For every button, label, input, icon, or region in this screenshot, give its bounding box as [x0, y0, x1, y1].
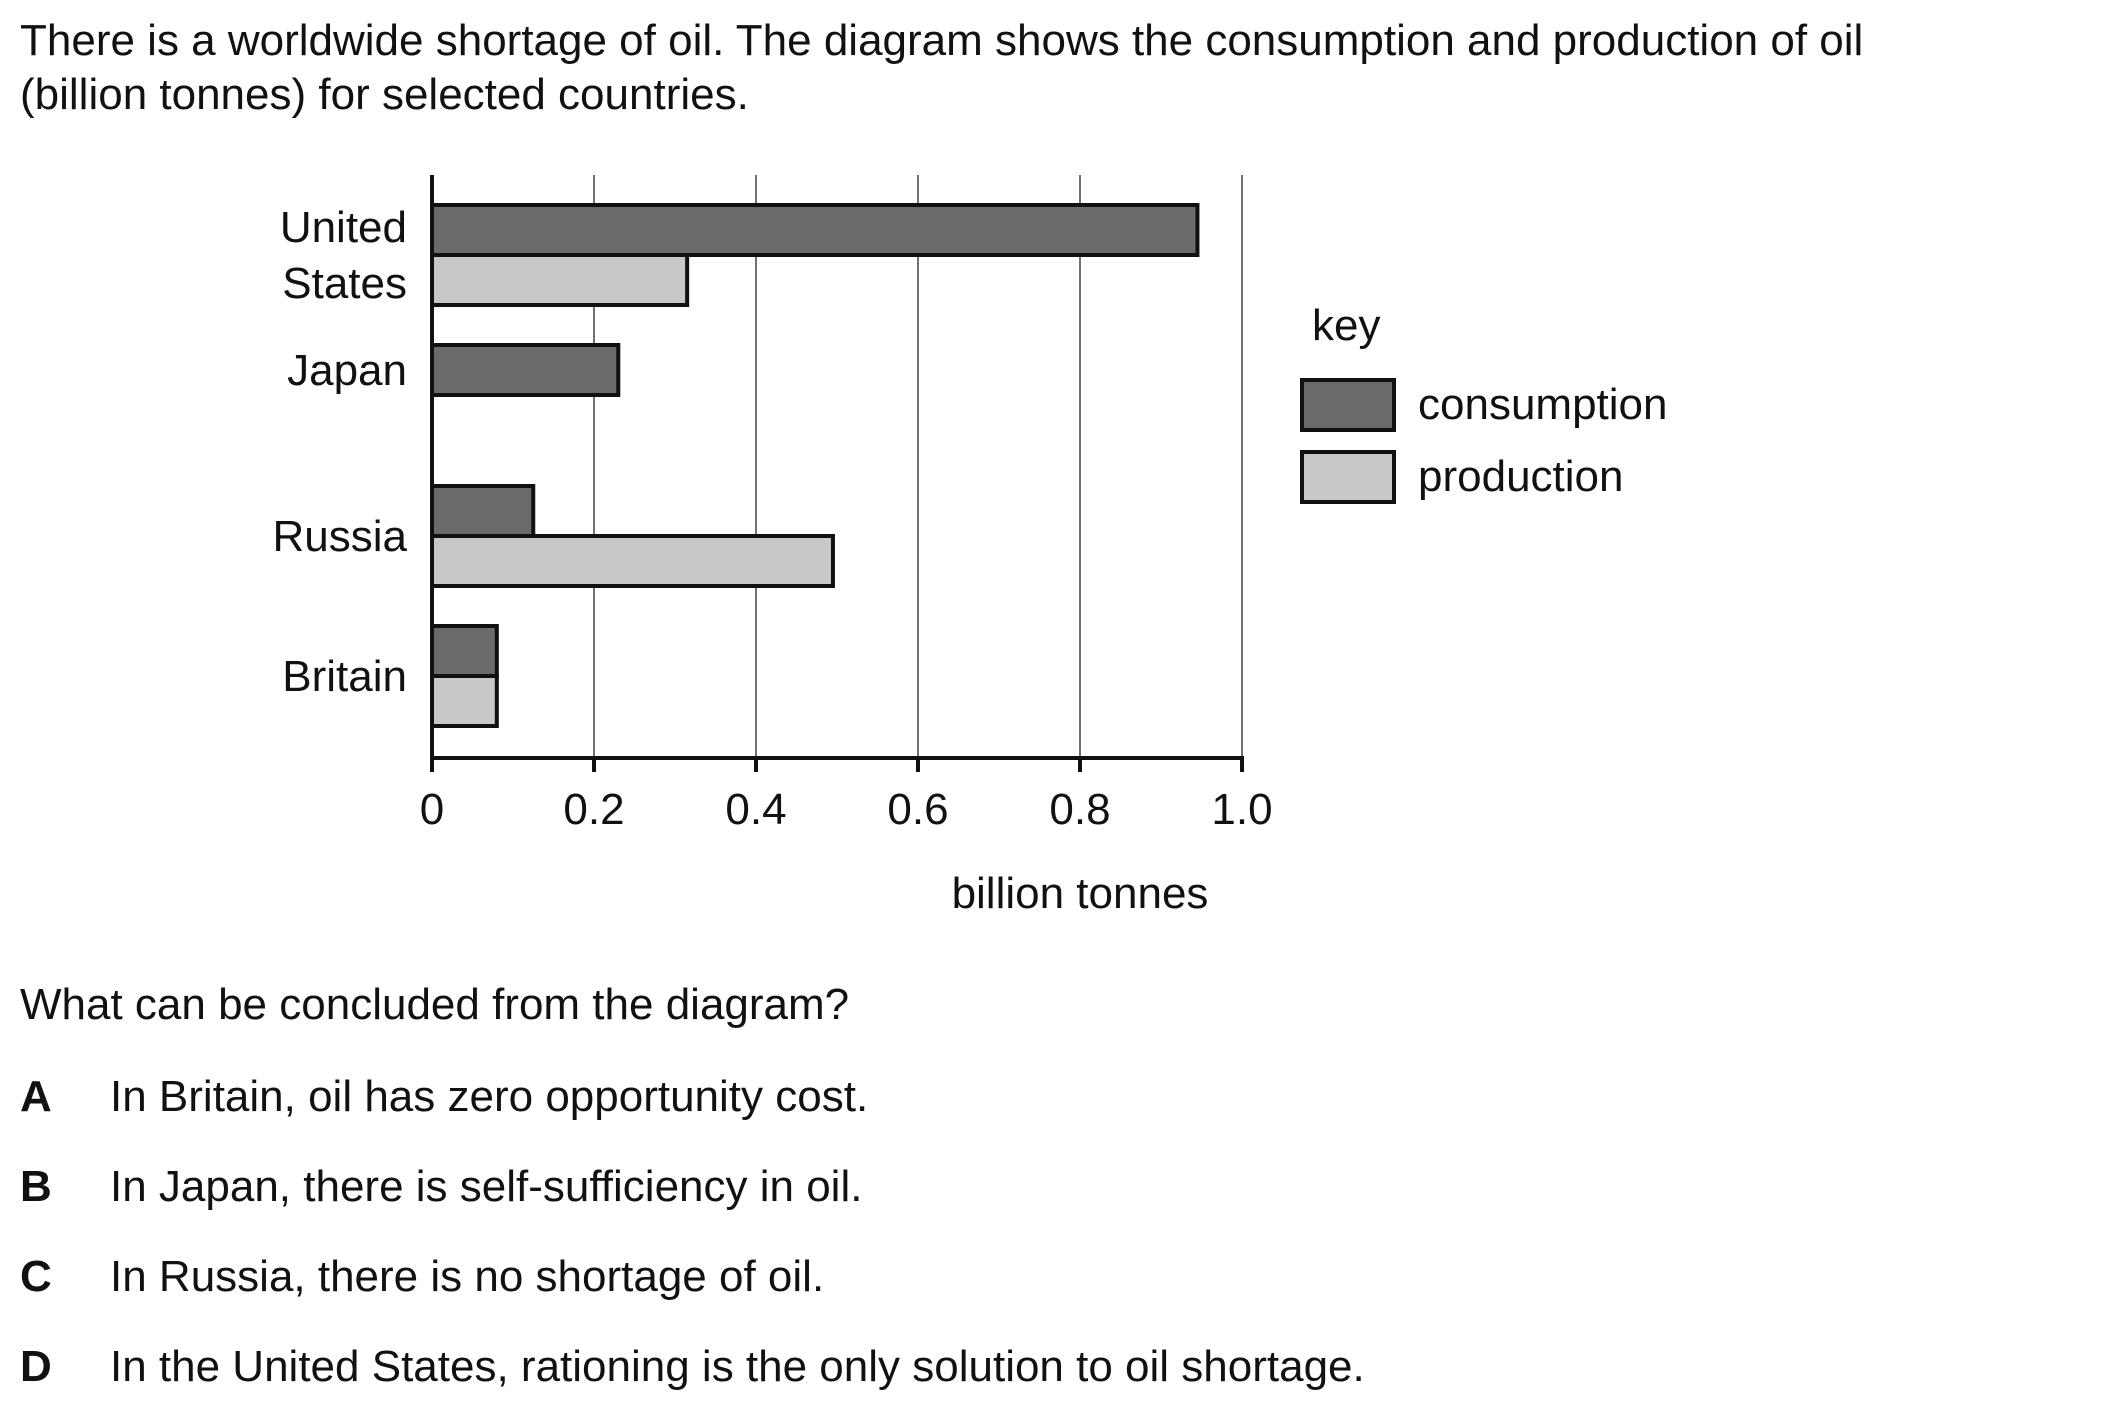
category-label: Britain: [282, 652, 407, 701]
intro-text: There is a worldwide shortage of oil. Th…: [20, 14, 2060, 122]
category-label: States: [282, 259, 407, 308]
intro-line-1: There is a worldwide shortage of oil. Th…: [20, 16, 1864, 65]
bar-production: [430, 534, 835, 588]
category-label: Russia: [273, 512, 408, 561]
option-text: In Russia, there is no shortage of oil.: [110, 1252, 825, 1301]
option-letter: C: [20, 1252, 52, 1301]
oil-bar-chart: United States Japan Russia Britain 0 0.2 0.4 0.6…: [273, 175, 1667, 918]
category-label: Japan: [287, 346, 407, 395]
option-text: In Japan, there is self-sufficiency in o…: [110, 1162, 863, 1211]
bar-consumption: [430, 484, 536, 538]
category-label: United: [280, 203, 407, 252]
legend-label-production: production: [1418, 452, 1623, 501]
legend-label-consumption: consumption: [1418, 380, 1667, 429]
x-tick-label: 0.6: [887, 785, 948, 834]
bar-consumption: [430, 624, 499, 678]
bar-consumption: [430, 343, 621, 397]
option-letter: A: [20, 1072, 52, 1121]
x-tick-label: 0.2: [563, 785, 624, 834]
legend-swatch-consumption: [1300, 378, 1396, 432]
bar-production: [430, 674, 499, 728]
x-tick-label: 0.8: [1049, 785, 1110, 834]
question-prompt: What can be concluded from the diagram?: [20, 980, 850, 1029]
option-text: In Britain, oil has zero opportunity cos…: [110, 1072, 869, 1121]
intro-line-2: (billion tonnes) for selected countries.: [20, 70, 749, 119]
legend-swatch-production: [1300, 450, 1396, 504]
option-letter: D: [20, 1342, 52, 1391]
x-axis-label: billion tonnes: [952, 869, 1209, 918]
x-tick-label: 1.0: [1211, 785, 1272, 834]
option-text: In the United States, rationing is the o…: [110, 1342, 1365, 1391]
legend-title: key: [1312, 301, 1380, 350]
x-tick-label: 0.4: [725, 785, 786, 834]
bar-consumption: [430, 203, 1200, 257]
x-tick-label: 0: [420, 785, 444, 834]
option-letter: B: [20, 1162, 52, 1211]
bar-production: [430, 253, 690, 307]
